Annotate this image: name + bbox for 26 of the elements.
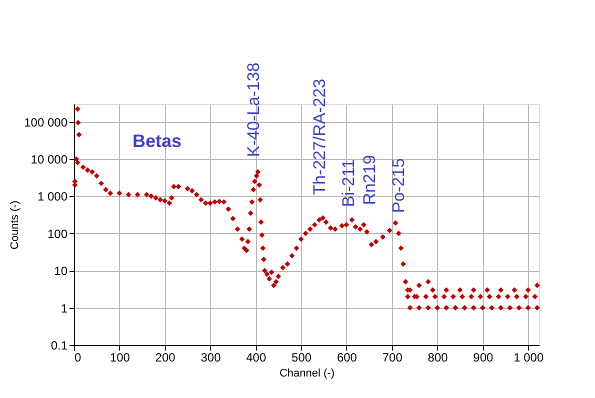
x-tick-label: 300 — [200, 350, 222, 364]
x-tick-label: 600 — [336, 350, 358, 364]
annotation: K-40-La-138 — [244, 62, 263, 157]
y-axis-title: Counts (-) — [9, 200, 22, 250]
y-tick-label: 100 000 — [24, 115, 68, 130]
x-tick-label: 200 — [155, 350, 176, 364]
x-tick-label: 500 — [292, 350, 312, 364]
x-tick-label: 800 — [428, 350, 448, 364]
x-axis-title: Channel (-) — [279, 368, 335, 380]
y-tick-label: 1 000 — [37, 190, 68, 204]
x-tick-label: 400 — [246, 350, 266, 364]
y-tick-label: 10 — [54, 264, 68, 278]
x-tick-label: 100 — [110, 350, 130, 364]
y-tick-label: 10 000 — [30, 152, 68, 166]
y-tick-label: 100 — [47, 226, 68, 241]
x-tick-label: 700 — [382, 350, 403, 364]
annotation: Bi-211 — [339, 159, 358, 207]
annotation: Betas — [132, 131, 182, 151]
annotation: Th-227/RA-223 — [310, 78, 329, 195]
x-tick-label: 900 — [473, 350, 494, 364]
annotation: Po-215 — [389, 158, 408, 213]
y-tick-label: 0.1 — [50, 338, 68, 352]
x-tick-label: 1 000 — [514, 350, 544, 364]
x-tick-label: 0 — [74, 350, 82, 364]
y-tick-label: 1 — [60, 301, 68, 316]
annotation: Rn219 — [360, 154, 379, 205]
